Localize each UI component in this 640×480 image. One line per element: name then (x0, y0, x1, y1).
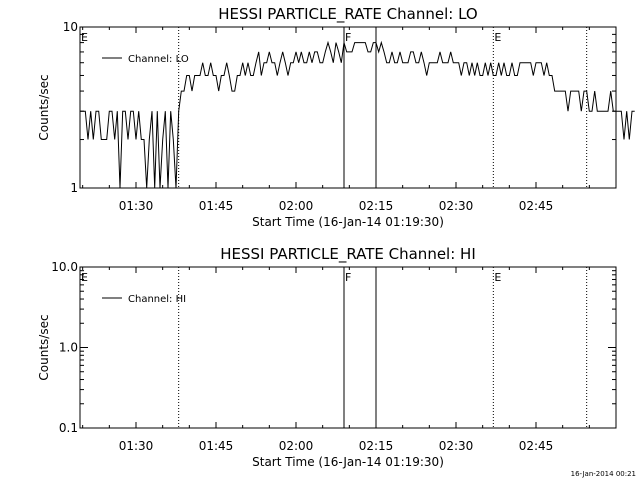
x-tick-label: 02:30 (439, 199, 474, 213)
legend-entry: Channel: LO (128, 54, 189, 65)
y-axis-label: Counts/sec (37, 314, 51, 380)
legend-entry: Channel: HI (128, 294, 186, 305)
x-tick-label: 01:30 (119, 439, 154, 453)
plot-frame (79, 26, 617, 189)
x-tick-label: 02:00 (279, 439, 314, 453)
y-tick-label: 1 (70, 181, 78, 195)
chart-title: HESSI PARTICLE_RATE Channel: LO (218, 5, 477, 24)
x-tick-label: 01:45 (199, 199, 234, 213)
y-tick-label: 10 (63, 20, 78, 34)
plot-frame (79, 266, 617, 429)
x-tick-label: 02:15 (359, 439, 394, 453)
x-tick-label: 02:45 (519, 439, 554, 453)
x-axis-label: Start Time (16-Jan-14 01:19:30) (252, 455, 444, 469)
chart-title: HESSI PARTICLE_RATE Channel: HI (220, 245, 476, 264)
plot-timestamp: 16-Jan-2014 00:21 (570, 470, 636, 478)
y-tick-label: 10.0 (51, 260, 78, 274)
x-tick-label: 01:45 (199, 439, 234, 453)
flare-marker-label: E (494, 31, 501, 44)
y-tick-label: 0.1 (59, 421, 78, 435)
x-tick-label: 02:45 (519, 199, 554, 213)
x-tick-label: 01:30 (119, 199, 154, 213)
y-axis-label: Counts/sec (37, 74, 51, 140)
y-tick-label: 1.0 (59, 341, 78, 355)
x-tick-label: 02:15 (359, 199, 394, 213)
x-axis-label: Start Time (16-Jan-14 01:19:30) (252, 215, 444, 229)
flare-marker-label: E (81, 31, 88, 44)
flare-marker-label: F (345, 271, 351, 284)
series-line (80, 40, 635, 189)
x-tick-label: 02:30 (439, 439, 474, 453)
x-tick-label: 02:00 (279, 199, 314, 213)
flare-marker-label: E (81, 271, 88, 284)
flare-marker-label: E (494, 271, 501, 284)
flare-marker-label: F (345, 31, 351, 44)
